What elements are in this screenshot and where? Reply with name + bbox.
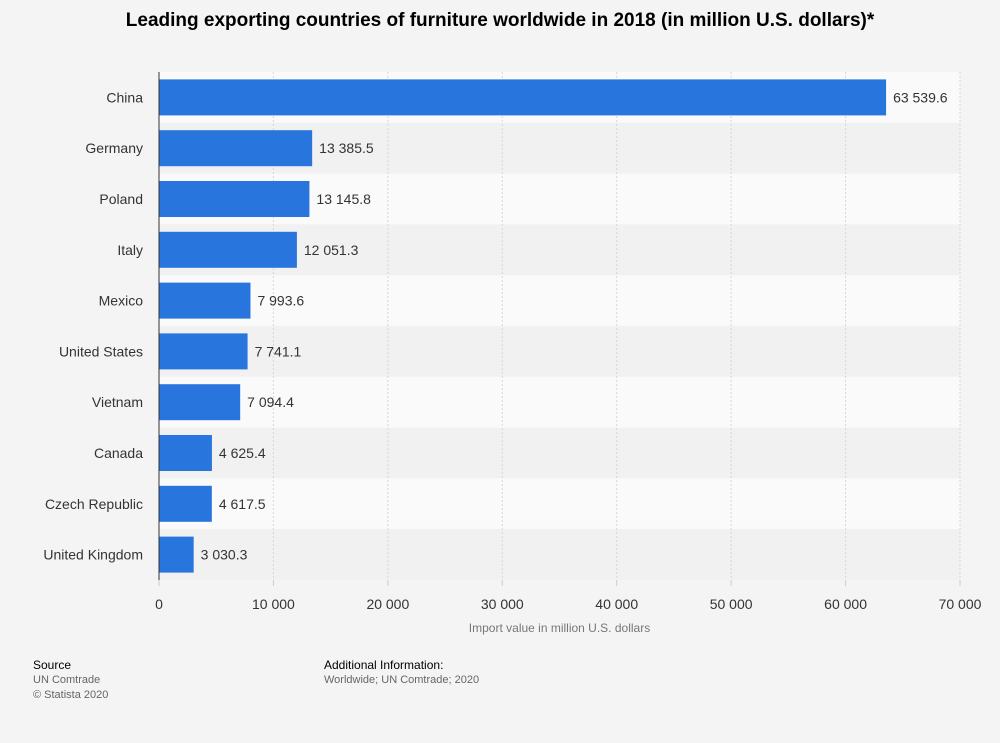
chart-title: Leading exporting countries of furniture… (125, 10, 875, 31)
value-label: 63 539.6 (893, 89, 948, 105)
tick-label: 30 000 (481, 596, 524, 612)
source-block: Source UN Comtrade © Statista 2020 (33, 658, 108, 703)
value-label: 3 030.3 (201, 547, 248, 563)
grid-lines (272, 72, 961, 580)
copyright-line: © Statista 2020 (33, 689, 109, 701)
value-label: 7 741.1 (255, 343, 302, 359)
bar (159, 282, 251, 319)
tick-label: 50 000 (710, 596, 753, 612)
bar (159, 485, 212, 522)
category-label: Poland (99, 191, 143, 207)
tick-label: 70 000 (939, 596, 982, 612)
tick-label: 10 000 (252, 596, 295, 612)
tick-label: 20 000 (366, 596, 409, 612)
category-labels: China Germany Poland Italy Mexico United Stat… (43, 89, 143, 562)
tick-label: 40 000 (595, 596, 638, 612)
bar-chart: China Germany Poland Italy Mexico United Stat… (43, 72, 982, 635)
bar (159, 536, 194, 573)
value-label: 7 094.4 (247, 394, 294, 410)
tick-label: 60 000 (824, 596, 867, 612)
category-label: Czech Republic (45, 496, 143, 512)
bar (159, 231, 297, 268)
bar (159, 333, 248, 370)
x-axis-title: Import value in million U.S. dollars (469, 621, 650, 635)
category-label: Germany (85, 140, 143, 156)
row-band (159, 275, 960, 326)
row-band (159, 427, 960, 479)
category-label: Canada (94, 445, 143, 461)
value-label: 12 051.3 (304, 242, 359, 258)
bar (159, 130, 313, 167)
additional-info-heading: Additional Information: (324, 658, 444, 672)
value-label: 13 385.5 (319, 140, 374, 156)
source-heading: Source (33, 658, 72, 672)
category-label: Vietnam (92, 394, 143, 410)
category-label: Mexico (99, 293, 144, 309)
category-label: United States (59, 343, 143, 359)
value-label: 4 617.5 (219, 496, 266, 512)
x-axis-ticks: 0 10 000 20 000 30 000 40 000 50 000 60 000 70 … (155, 580, 982, 612)
additional-info-block: Additional Information: Worldwide; UN Co… (324, 658, 479, 688)
value-label: 4 625.4 (219, 445, 266, 461)
bar (159, 435, 212, 471)
bar (159, 79, 887, 116)
value-label: 7 993.6 (257, 293, 304, 309)
bar (159, 384, 241, 421)
row-band (159, 478, 960, 530)
category-label: Italy (117, 242, 143, 258)
value-label: 13 145.8 (316, 191, 371, 207)
tick-label: 0 (155, 596, 163, 612)
category-label: United Kingdom (43, 547, 143, 563)
row-band (159, 529, 960, 580)
row-band (159, 326, 960, 377)
category-label: China (106, 89, 143, 105)
source-line: UN Comtrade (33, 674, 101, 686)
bar (159, 181, 310, 217)
value-labels: 63 539.6 13 385.5 13 145.8 12 051.3 7 993.6 7… (201, 89, 948, 562)
additional-info-line: Worldwide; UN Comtrade; 2020 (324, 674, 480, 686)
bars (159, 79, 887, 573)
row-band (159, 376, 960, 428)
